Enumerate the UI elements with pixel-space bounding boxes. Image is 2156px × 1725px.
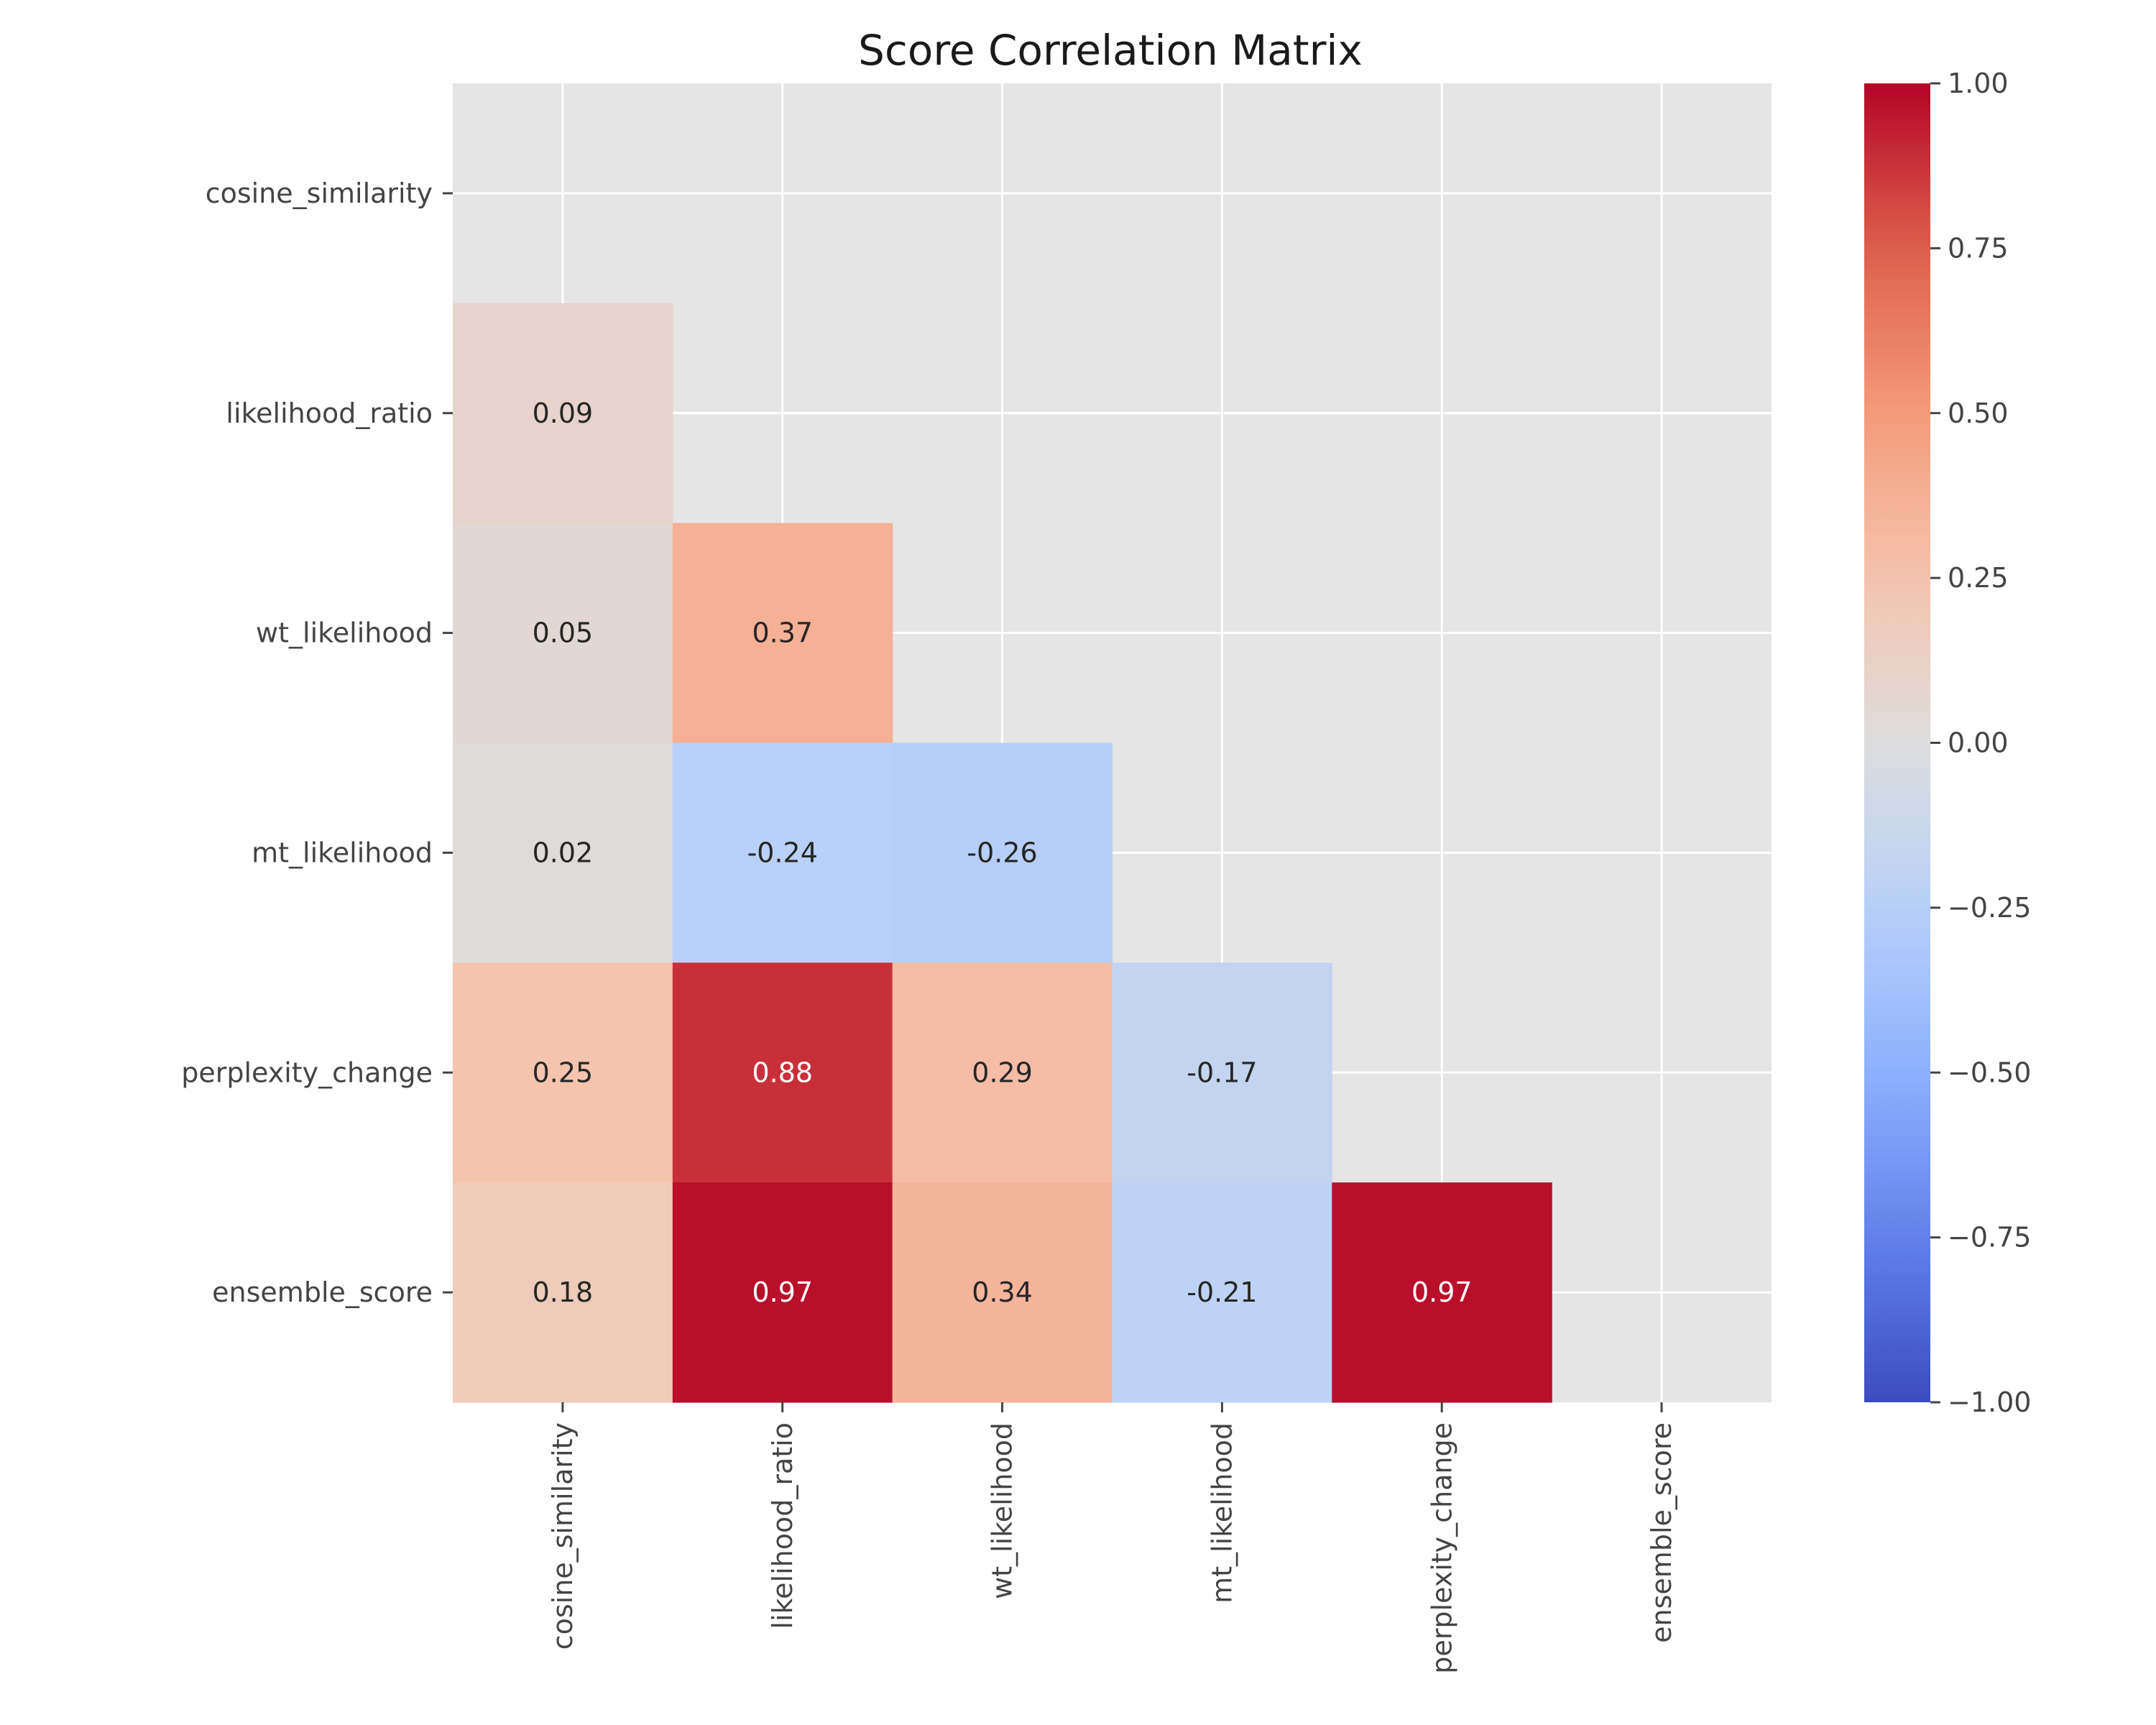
y-tick-label: perplexity_change — [181, 1057, 433, 1088]
colorbar-tick-label: 1.00 — [1948, 68, 2009, 99]
heatmap-cell — [892, 742, 1113, 963]
heatmap-cell — [1332, 1182, 1552, 1403]
cell-value-label: 0.34 — [972, 1276, 1033, 1308]
chart-title: Score Correlation Matrix — [858, 26, 1363, 75]
colorbar-tick-label: −0.50 — [1948, 1057, 2031, 1088]
y-tick-label: likelihood_ratio — [226, 397, 433, 429]
cell-value-label: 0.02 — [533, 837, 594, 868]
x-tick-label: perplexity_change — [1426, 1422, 1457, 1674]
colorbar-tick-label: 0.25 — [1948, 562, 2009, 594]
cell-value-label: -0.17 — [1187, 1057, 1257, 1088]
cell-value-label: 0.37 — [752, 617, 813, 649]
y-tick-label: mt_likelihood — [252, 837, 433, 868]
cell-value-label: -0.26 — [967, 837, 1037, 868]
cell-value-label: 0.09 — [533, 397, 594, 429]
colorbar: 1.00 0.75 0.50 0.25 0.00 −0.25 −0.50 −0.75 −1.00 — [1864, 68, 2031, 1418]
y-tick-label: cosine_similarity — [206, 178, 433, 209]
heatmap-cell — [892, 962, 1113, 1183]
heatmap-cell — [453, 523, 673, 744]
heatmap-cell — [453, 303, 673, 524]
x-tick-label: ensemble_score — [1646, 1422, 1677, 1643]
colorbar-tick-label: −0.75 — [1948, 1222, 2031, 1254]
plot-area: 0.09 0.05 0.37 0.02 -0.24 -0.26 0.25 0.88 0.29 -0… — [181, 83, 1772, 1674]
heatmap-cell — [672, 523, 893, 744]
x-tick-label: wt_likelihood — [987, 1422, 1018, 1599]
heatmap-cell — [453, 1182, 673, 1403]
colorbar-gradient — [1864, 83, 1930, 1402]
cell-value-label: -0.24 — [747, 837, 818, 868]
colorbar-tick-label: −1.00 — [1948, 1386, 2031, 1418]
cell-value-label: 0.29 — [972, 1057, 1033, 1088]
colorbar-tick-label: 0.00 — [1948, 727, 2009, 759]
heatmap-cell — [672, 962, 893, 1183]
cell-value-label: 0.25 — [533, 1057, 594, 1088]
heatmap-cell — [672, 742, 893, 963]
x-tick-label: cosine_similarity — [547, 1422, 579, 1650]
heatmap-cell — [1112, 962, 1332, 1183]
heatmap-cell — [453, 742, 673, 963]
heatmap-cell — [672, 1182, 893, 1403]
cell-value-label: 0.18 — [533, 1276, 594, 1308]
colorbar-tick-label: 0.50 — [1948, 397, 2009, 429]
cell-value-label: -0.21 — [1187, 1276, 1257, 1308]
y-tick-label: ensemble_score — [212, 1276, 433, 1308]
heatmap-cell — [1112, 1182, 1332, 1403]
x-tick-label: likelihood_ratio — [767, 1422, 798, 1629]
y-tick-label: wt_likelihood — [256, 617, 433, 649]
colorbar-tick-label: 0.75 — [1948, 232, 2009, 264]
cell-value-label: 0.05 — [533, 617, 594, 649]
heatmap-cell — [453, 962, 673, 1183]
heatmap-cell — [892, 1182, 1113, 1403]
colorbar-tick-label: −0.25 — [1948, 892, 2031, 924]
cell-value-label: 0.97 — [1411, 1276, 1473, 1308]
x-tick-label: mt_likelihood — [1206, 1422, 1238, 1604]
cell-value-label: 0.88 — [752, 1057, 813, 1088]
cell-value-label: 0.97 — [752, 1276, 813, 1308]
